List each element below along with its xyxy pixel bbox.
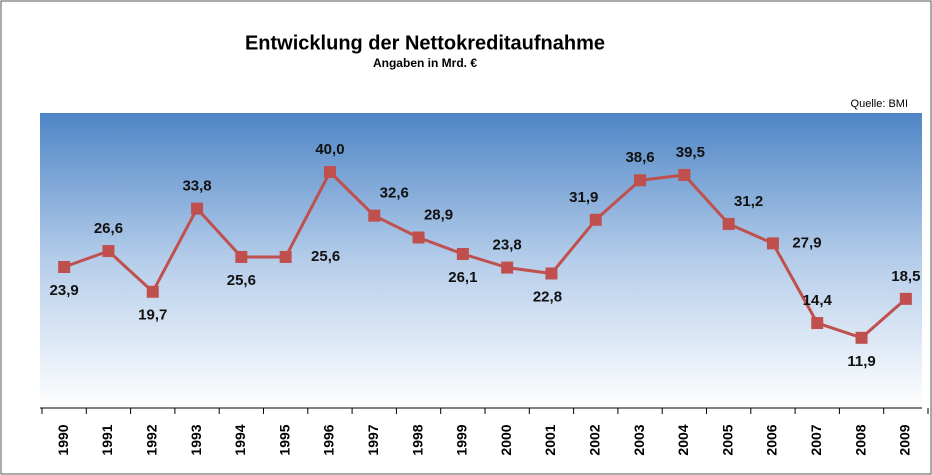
data-label: 32,6 — [380, 185, 409, 202]
x-tick-label: 1991 — [99, 424, 115, 455]
data-label: 26,6 — [94, 220, 123, 237]
x-tick-label: 2003 — [631, 424, 647, 455]
data-label: 18,5 — [891, 268, 920, 285]
data-label: 28,9 — [424, 206, 453, 223]
point — [678, 168, 691, 181]
x-tick-label: 2008 — [852, 424, 868, 455]
data-label: 33,8 — [182, 178, 211, 195]
x-tick-label: 2004 — [675, 424, 691, 455]
point — [766, 237, 779, 250]
point — [501, 261, 514, 274]
point — [368, 209, 381, 222]
data-label: 11,9 — [847, 353, 875, 370]
point — [855, 331, 868, 344]
point — [279, 250, 292, 263]
data-label: 26,1 — [448, 269, 477, 286]
line — [63, 169, 907, 340]
point — [235, 250, 248, 263]
data-label: 19,7 — [138, 307, 167, 324]
x-tick-label: 2006 — [764, 424, 780, 455]
data-label: 25,6 — [311, 248, 340, 265]
point — [323, 166, 336, 178]
point — [722, 217, 735, 230]
x-tick-label: 2009 — [897, 424, 913, 455]
source: Quelle: BMI — [851, 98, 908, 110]
point — [589, 213, 602, 226]
data-label: 23,9 — [50, 282, 79, 299]
data-label: 23,8 — [493, 237, 522, 254]
x-tick-label: 1995 — [276, 424, 292, 455]
point — [899, 292, 912, 305]
x-tick-label: 1993 — [188, 424, 204, 455]
x-tick-label: 1996 — [321, 424, 337, 455]
x-tick-label: 1998 — [409, 424, 425, 455]
point — [634, 174, 647, 187]
x-tick-label: 2005 — [719, 424, 735, 455]
x-tick-label: 1992 — [143, 424, 159, 455]
data-label: 14,4 — [803, 292, 833, 309]
point — [58, 260, 71, 273]
x-tick-label: 2001 — [542, 424, 558, 455]
point — [456, 248, 469, 261]
chart-subtitle: Angaben in Mrd. € — [373, 56, 477, 70]
point — [146, 285, 159, 298]
x-tick-label: 1999 — [454, 424, 470, 455]
x-tick-label: 2007 — [808, 424, 824, 455]
x-tick-label: 1997 — [365, 424, 381, 455]
data-label: 40,0 — [315, 141, 344, 158]
point — [191, 202, 204, 215]
x-tick-label: 1994 — [232, 424, 248, 455]
data-label: 31,9 — [569, 189, 598, 206]
data-label: 22,8 — [533, 288, 562, 305]
x-tick-label: 1990 — [55, 424, 71, 455]
chart-title: Entwicklung der Nettokreditaufnahme — [245, 32, 605, 54]
data-label: 27,9 — [792, 234, 821, 251]
x-tick-label: 2000 — [498, 424, 514, 455]
point — [412, 231, 425, 244]
data-label: 25,6 — [227, 272, 256, 289]
data-label: 39,5 — [676, 144, 705, 161]
x-tick-label: 2002 — [586, 424, 602, 455]
point — [811, 317, 824, 330]
point — [102, 245, 115, 258]
point — [545, 267, 558, 280]
data-label: 38,6 — [625, 149, 654, 166]
data-label: 31,2 — [734, 193, 763, 210]
